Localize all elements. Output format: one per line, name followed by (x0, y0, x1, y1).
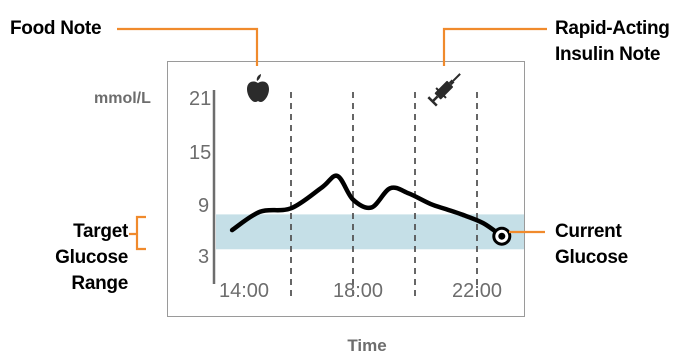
target-range-label-line3: Range (71, 273, 128, 294)
x-tick-label: 18:00 (333, 280, 384, 302)
chart-frame (167, 61, 525, 317)
target-range-label: Target Glucose Range (30, 219, 128, 297)
target-range-bracket (129, 215, 146, 251)
current-glucose-label: Current Glucose (555, 219, 628, 271)
apple-icon (247, 74, 269, 102)
insulin-note-leader (442, 27, 547, 66)
y-tick-label: 15 (189, 142, 212, 164)
y-tick-label: 3 (198, 246, 210, 268)
y-axis-unit: mmol/L (94, 90, 151, 107)
food-note-label: Food Note (10, 18, 102, 39)
callout-leaders (117, 27, 547, 251)
glucose-trace (229, 173, 505, 239)
target-range-label-line2: Glucose (55, 247, 128, 268)
current-glucose-label-line2: Glucose (555, 247, 628, 268)
x-axis-title: Time (347, 336, 387, 355)
food-note-leader (117, 27, 259, 66)
insulin-note-label-line1: Rapid-Acting (555, 18, 670, 39)
target-range-label-line1: Target (73, 221, 128, 242)
insulin-note-label: Rapid-Acting Insulin Note (555, 16, 680, 68)
x-tick-label: 14:00 (219, 280, 270, 302)
y-tick-label: 21 (189, 88, 212, 110)
syringe-icon (427, 73, 461, 107)
insulin-note-label-line2: Insulin Note (555, 44, 661, 65)
current-glucose-marker (492, 226, 512, 246)
x-tick-label: 22:00 (452, 280, 503, 302)
y-tick-label: 9 (198, 195, 210, 217)
current-glucose-label-line1: Current (555, 221, 622, 242)
